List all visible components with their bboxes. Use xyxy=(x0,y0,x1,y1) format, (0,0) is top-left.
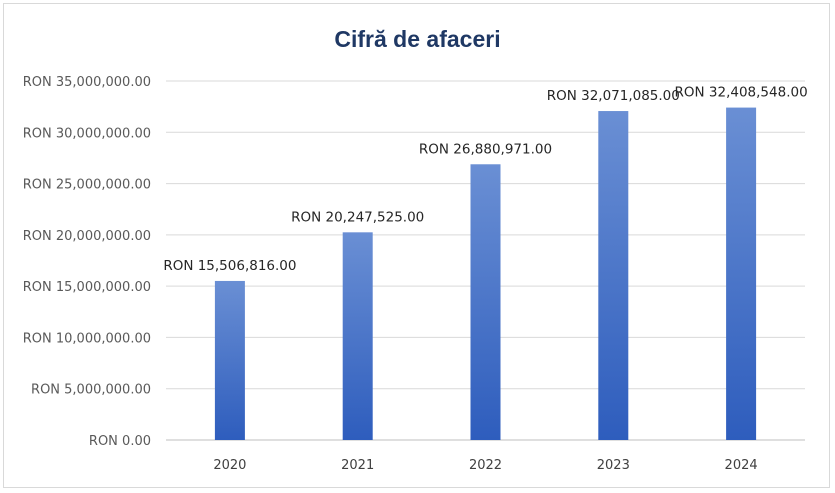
data-label-2024: RON 32,408,548.00 xyxy=(675,85,808,101)
y-tick-label: RON 5,000,000.00 xyxy=(31,383,151,398)
y-tick-label: RON 20,000,000.00 xyxy=(23,229,151,244)
chart-frame: Cifră de afaceri xyxy=(3,3,830,488)
x-tick-label-2023: 2023 xyxy=(597,458,630,473)
bar-2021 xyxy=(342,232,373,440)
bar-2023 xyxy=(598,111,629,440)
bars xyxy=(214,107,757,440)
x-tick-label-2022: 2022 xyxy=(469,458,502,473)
x-axis-tick-labels: 2020 2021 2022 2023 2024 xyxy=(213,458,757,473)
data-labels: RON 15,506,816.00 RON 20,247,525.00 RON 26… xyxy=(163,85,807,274)
chart-title: Cifră de afaceri xyxy=(334,26,501,52)
y-tick-label: RON 10,000,000.00 xyxy=(23,331,151,346)
y-tick-label: RON 30,000,000.00 xyxy=(23,126,151,141)
data-label-2020: RON 15,506,816.00 xyxy=(163,258,296,274)
x-tick-label-2024: 2024 xyxy=(725,458,758,473)
y-tick-label: RON 15,000,000.00 xyxy=(23,280,151,295)
y-tick-label: RON 25,000,000.00 xyxy=(23,178,151,193)
data-label-2021: RON 20,247,525.00 xyxy=(291,209,424,225)
x-tick-label-2020: 2020 xyxy=(213,458,246,473)
bar-2024 xyxy=(726,107,757,440)
x-tick-label-2021: 2021 xyxy=(341,458,374,473)
data-label-2023: RON 32,071,085.00 xyxy=(547,88,680,104)
y-axis-tick-labels: RON 0.00 RON 5,000,000.00 RON 10,000,000.0… xyxy=(23,75,151,449)
bar-2022 xyxy=(470,164,501,440)
y-tick-label: RON 35,000,000.00 xyxy=(23,75,151,90)
data-label-2022: RON 26,880,971.00 xyxy=(419,141,552,157)
bar-2020 xyxy=(214,280,245,440)
y-tick-label: RON 0.00 xyxy=(89,434,151,449)
